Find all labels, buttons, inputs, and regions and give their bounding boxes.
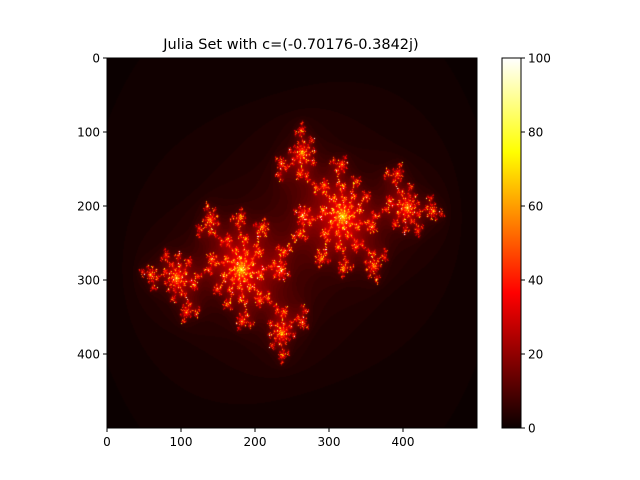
colorbar-tick-label: 100	[528, 52, 551, 66]
colorbar-tick-label: 80	[528, 126, 543, 140]
x-tick-label: 100	[170, 435, 193, 449]
x-tick-label: 300	[318, 435, 341, 449]
colorbar-gradient	[502, 58, 521, 428]
y-axis: 0 100 200 300 400	[77, 52, 107, 362]
chart-title: Julia Set with c=(-0.70176-0.3842j)	[162, 37, 418, 53]
x-axis: 0 100 200 300 400	[103, 428, 414, 449]
y-tick-label: 400	[77, 348, 100, 362]
y-tick-label: 200	[77, 200, 100, 214]
colorbar: 0 20 40 60 80 100	[502, 52, 551, 436]
colorbar-tick-label: 0	[528, 422, 536, 436]
y-tick-label: 0	[92, 52, 100, 66]
x-tick-label: 400	[392, 435, 415, 449]
y-tick-label: 100	[77, 126, 100, 140]
colorbar-axis: 0 20 40 60 80 100	[521, 52, 551, 436]
y-tick-label: 300	[77, 274, 100, 288]
x-tick-label: 200	[244, 435, 267, 449]
julia-set-heatmap	[107, 58, 477, 428]
heatmap-axes: 0 100 200 300 400 0 100 200 300 400	[77, 52, 477, 450]
colorbar-tick-label: 20	[528, 348, 543, 362]
colorbar-tick-label: 60	[528, 200, 543, 214]
colorbar-tick-label: 40	[528, 274, 543, 288]
x-tick-label: 0	[103, 435, 111, 449]
